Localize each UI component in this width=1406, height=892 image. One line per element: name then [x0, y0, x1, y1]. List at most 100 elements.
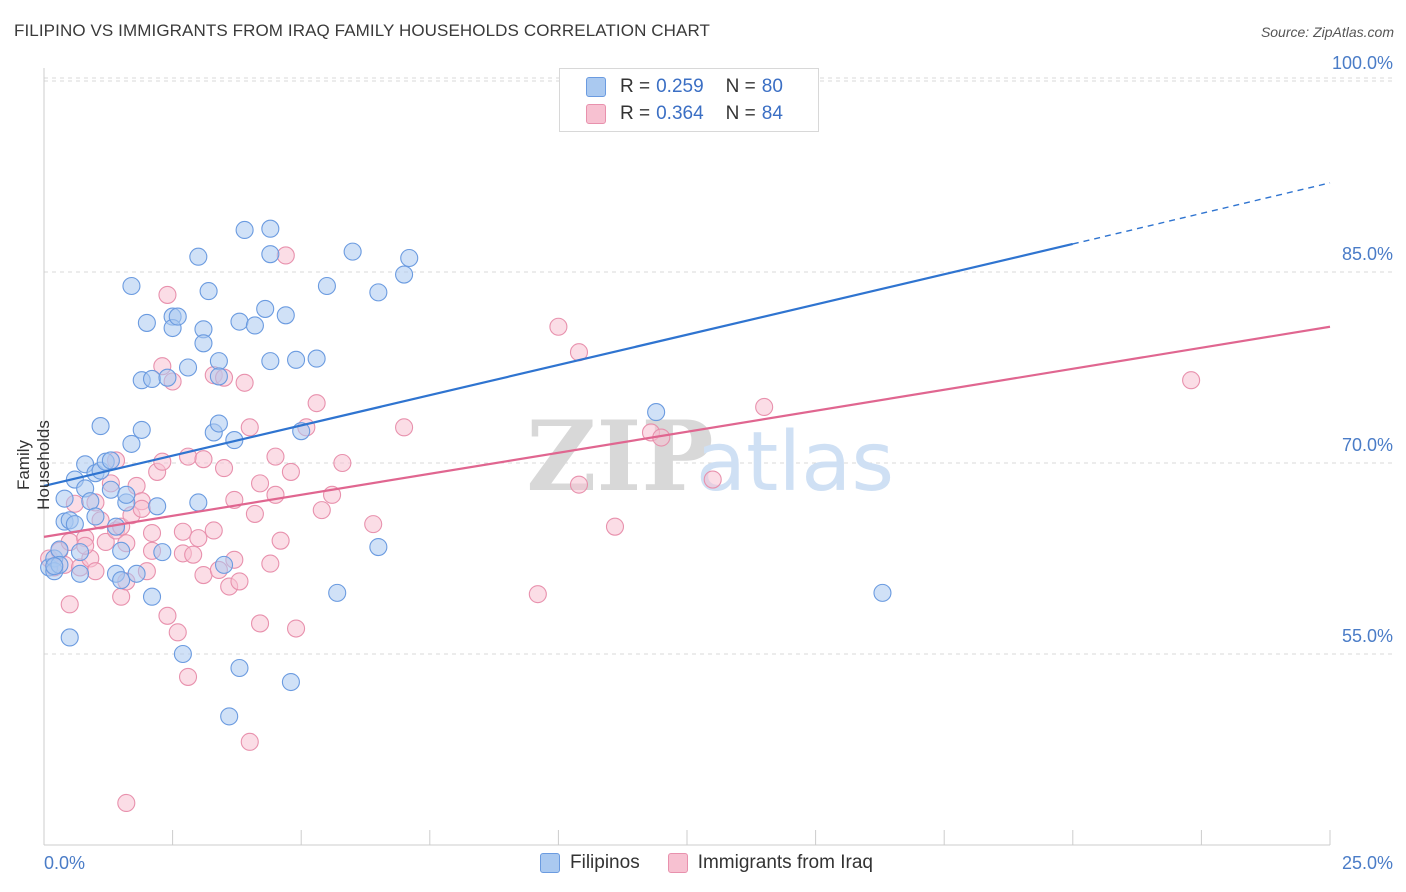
watermark-zip: ZIP [526, 400, 713, 513]
data-point [261, 245, 280, 264]
grid-lines [44, 77, 1392, 655]
data-point [261, 219, 280, 238]
data-point [250, 474, 270, 493]
data-point [235, 373, 254, 392]
data-point [245, 504, 264, 523]
data-point [199, 282, 218, 301]
data-point [395, 418, 414, 437]
data-point [328, 583, 347, 602]
data-point [153, 543, 172, 562]
data-point [281, 672, 300, 692]
y-tick-label: 70.0% [1342, 435, 1393, 455]
data-point [189, 529, 208, 548]
legend-label-iraq: Immigrants from Iraq [697, 852, 873, 873]
y-tick-label: 85.0% [1342, 244, 1393, 264]
x-tick-labels: 0.0% 25.0% [44, 853, 1393, 873]
data-point [142, 523, 162, 543]
data-point [60, 628, 79, 647]
data-point [96, 532, 115, 551]
legend-r-value: 0.364 [656, 103, 704, 124]
legend-swatch-filipinos [540, 853, 560, 873]
data-point [122, 434, 141, 453]
data-point [369, 537, 388, 557]
data-point [220, 707, 239, 726]
data-point [230, 658, 249, 678]
y-axis-title: Family Households [14, 420, 53, 510]
data-point [142, 369, 162, 389]
data-point [307, 394, 326, 413]
watermark-atlas: atlas [696, 415, 894, 510]
data-point [276, 306, 295, 325]
data-point [70, 543, 90, 562]
data-point [117, 793, 136, 813]
data-point [132, 420, 151, 439]
data-point [400, 248, 419, 268]
data-point [50, 540, 69, 559]
trend-line-iraq [43, 325, 1331, 538]
data-point [250, 614, 270, 633]
data-point [528, 585, 547, 604]
x-tick-label: 0.0% [44, 853, 85, 873]
data-point [122, 276, 141, 296]
legend-row-iraq: R = 0.364 N = 84 [586, 103, 805, 125]
data-point [178, 358, 198, 377]
legend-swatch-iraq [667, 853, 688, 873]
x-tick-label: 25.0% [1342, 853, 1393, 873]
data-point [261, 554, 280, 573]
legend-n-value: 80 [761, 76, 783, 97]
data-point [276, 246, 295, 265]
data-point [112, 541, 131, 560]
legend-r-value: 0.259 [656, 76, 704, 97]
data-point [261, 352, 280, 371]
legend-item-iraq[interactable]: Immigrants from Iraq [667, 852, 873, 874]
data-point [703, 470, 722, 489]
data-point [230, 572, 249, 591]
legend-row-filipinos: R = 0.259 N = 80 [586, 76, 805, 98]
legend-n-label: N = [725, 76, 756, 97]
series-iraq-points [40, 246, 1201, 813]
data-point [240, 732, 259, 751]
data-point [194, 450, 213, 469]
series-filipinos-points [40, 219, 892, 726]
data-point [168, 623, 187, 642]
data-point [184, 545, 203, 564]
y-tick-label: 100.0% [1332, 53, 1393, 73]
data-point [209, 367, 228, 386]
data-point [158, 285, 177, 304]
y-tick-labels: 55.0% 70.0% 85.0% 100.0% [1332, 53, 1393, 646]
data-point [127, 564, 146, 583]
data-point [189, 493, 208, 512]
data-point [112, 571, 131, 590]
data-point [178, 667, 198, 686]
axes [43, 68, 1331, 846]
data-point [343, 242, 362, 261]
data-point [569, 475, 589, 494]
data-point [240, 418, 259, 437]
data-point [755, 397, 774, 417]
data-point [312, 501, 331, 520]
data-point [168, 307, 187, 326]
data-point [209, 352, 228, 371]
data-point [189, 247, 208, 266]
data-point [158, 606, 177, 625]
trend-line-filipinos [43, 242, 1074, 487]
data-point [117, 485, 136, 504]
legend-item-filipinos[interactable]: Filipinos [540, 852, 640, 874]
data-point [101, 451, 120, 470]
data-point [287, 619, 306, 638]
legend-swatch-filipinos [586, 77, 606, 97]
data-point [364, 515, 383, 534]
data-point [317, 276, 336, 296]
data-point [86, 562, 105, 581]
data-point [230, 312, 249, 331]
data-point [1182, 371, 1201, 390]
data-point [271, 531, 290, 550]
watermark: ZIP atlas [526, 400, 894, 513]
data-point [266, 447, 285, 466]
data-point [91, 417, 110, 436]
data-point [647, 403, 666, 422]
data-point [137, 313, 156, 332]
data-point [194, 566, 213, 585]
legend-n-label: N = [725, 103, 756, 124]
